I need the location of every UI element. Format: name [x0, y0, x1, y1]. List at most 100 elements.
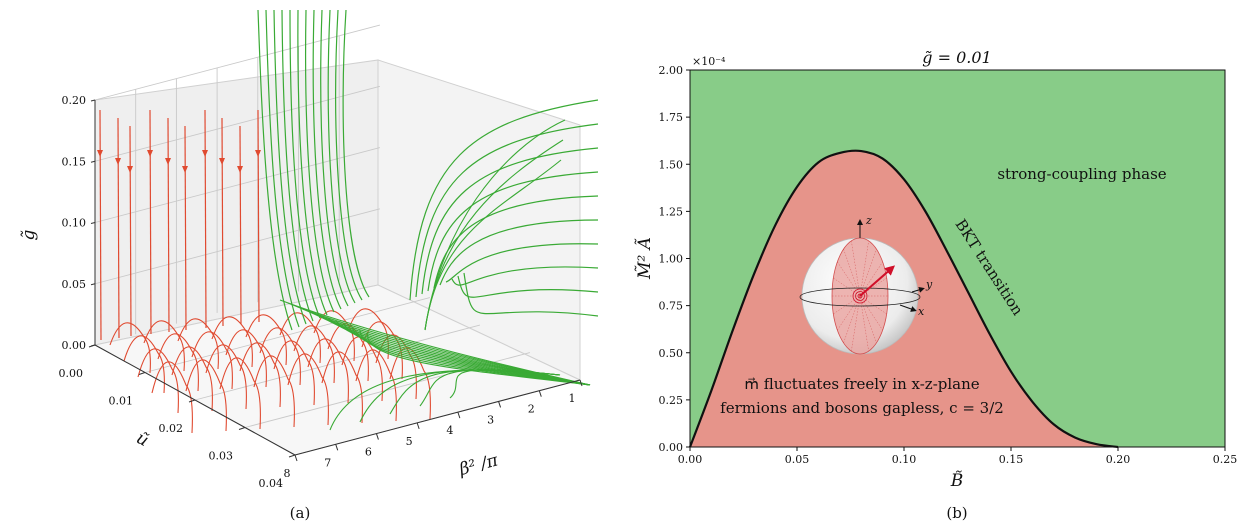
red-flow-arrow — [182, 166, 188, 173]
u-tick-mark — [88, 344, 96, 348]
y-tick-label: 0.75 — [659, 300, 684, 313]
g-tick-label: 0.00 — [62, 339, 87, 352]
x-axis-label-inset: x — [918, 305, 925, 318]
gapless-label-line2: fermions and bosons gapless, c = 3/2 — [720, 399, 1004, 417]
red-flow-arrow — [237, 166, 243, 173]
red-flow-line — [167, 117, 170, 333]
red-flow-line — [257, 109, 260, 323]
strong-coupling-label: strong-coupling phase — [997, 165, 1166, 183]
red-flow-arc — [185, 359, 227, 432]
red-flow-arrow — [147, 150, 153, 157]
red-flow-arrow — [165, 158, 171, 165]
u-tick-label: 0.02 — [159, 422, 184, 435]
red-flow-arc — [171, 346, 213, 412]
beta-tick-mark — [416, 422, 420, 430]
red-flow-arc — [239, 342, 281, 408]
green-flow-line — [409, 99, 599, 301]
beta-tick-mark — [457, 411, 461, 419]
beta-tick-label: 1 — [569, 392, 576, 405]
beta-tick-mark — [294, 454, 298, 462]
u-axis-ticks: 0.00 0.01 0.02 0.03 0.04 — [59, 344, 296, 490]
red-flow-arc — [321, 351, 363, 424]
x-tick-label: 0.05 — [785, 453, 810, 466]
red-flow-arc — [219, 357, 261, 430]
red-flow-line — [221, 117, 224, 327]
chart-title-b: g̃ = 0.01 — [922, 48, 991, 67]
x-axis-ticks: 0.00 0.05 0.10 0.15 0.20 0.25 — [678, 447, 1238, 466]
green-flow-line — [457, 275, 599, 298]
red-flow-arc — [355, 349, 397, 422]
panel-b-phase-diagram: 0.00 0.05 0.10 0.15 0.20 0.25 0.00 0.25 0.50 0.7… — [634, 48, 1237, 522]
x-tick-label: 0.00 — [678, 453, 703, 466]
u-tick-label: 0.01 — [109, 395, 134, 408]
beta-axis-label: β² /π — [456, 450, 501, 480]
red-flow-arc — [389, 347, 431, 420]
beta-tick-label: 8 — [284, 467, 291, 480]
red-flow-line — [99, 109, 102, 341]
red-flow-arc — [205, 344, 247, 410]
red-flow-arc — [191, 331, 233, 390]
red-flow-arc — [341, 336, 383, 402]
beta-tick-mark — [375, 433, 379, 440]
y-tick-label: 2.00 — [659, 64, 684, 77]
beta-tick-mark — [538, 390, 542, 397]
green-flow-line — [265, 9, 300, 328]
beta-tick-label: 2 — [528, 403, 535, 416]
green-flow-line — [424, 159, 562, 331]
u-tick-label: 0.04 — [259, 477, 284, 490]
green-flow-line — [415, 123, 599, 298]
u-tick-label: 0.03 — [209, 450, 234, 463]
red-flow-arc — [287, 353, 329, 426]
red-flow-arrow — [219, 158, 225, 165]
u-tick-mark — [288, 454, 296, 458]
red-flow-arrow — [127, 166, 133, 173]
y-tick-label: 1.75 — [659, 111, 684, 124]
beta-tick-label: 7 — [324, 456, 331, 469]
red-flow-arc — [137, 348, 179, 414]
red-flow-line — [117, 117, 120, 339]
red-flow-line — [204, 109, 207, 329]
green-flow-line — [433, 195, 599, 289]
g-tick-mark — [90, 160, 96, 163]
beta-tick-label: 4 — [446, 424, 453, 437]
x-axis-arrow — [899, 304, 917, 312]
green-flow-line — [445, 243, 599, 283]
x-tick-label: 0.15 — [999, 453, 1024, 466]
green-flow-line — [273, 9, 307, 325]
y-tick-label: 1.25 — [659, 205, 684, 218]
red-flow-arc — [273, 340, 315, 406]
x-axis-label-b: B̃ — [950, 471, 964, 491]
beta-tick-mark — [579, 379, 583, 387]
u-tick-mark — [188, 399, 196, 403]
green-flow-line — [449, 369, 561, 399]
red-flow-arrow — [255, 150, 261, 157]
red-flow-arc — [157, 333, 199, 392]
red-flow-arrow — [115, 158, 121, 165]
green-flow-line — [289, 9, 321, 319]
inset-sphere: z y x — [799, 214, 933, 355]
g-axis-label: g̃ — [19, 229, 39, 240]
x-tick-label: 0.25 — [1213, 453, 1238, 466]
moment-arrow — [859, 265, 896, 297]
g-tick-mark — [90, 99, 96, 102]
panel-a-3d-flow: 0.000.050.100.150.20 0.000.010.020.030.0… — [19, 9, 599, 522]
green-flow-line — [327, 9, 356, 304]
red-flow-arc — [259, 327, 301, 386]
red-flow-arc — [109, 322, 151, 374]
g-tick-mark — [90, 222, 96, 224]
u-axis-label: ũ — [133, 428, 152, 451]
green-flow-line — [281, 9, 314, 322]
bkt-boundary-curve — [688, 149, 1119, 449]
beta-tick-label: 5 — [406, 435, 413, 448]
gapless-label-line1: m⃗ fluctuates freely in x-z-plane — [744, 375, 979, 393]
red-flow-arrow — [202, 150, 208, 157]
green-flow-line — [439, 219, 599, 286]
u-tick-mark — [238, 427, 246, 430]
green-flow-line — [320, 9, 349, 307]
red-flow-line — [129, 125, 132, 337]
caption-a: (a) — [290, 504, 311, 522]
beta-tick-label: 3 — [487, 413, 494, 426]
y-tick-label: 0.00 — [659, 441, 684, 454]
red-flow-arc — [347, 308, 389, 360]
g-tick-label: 0.20 — [62, 94, 87, 107]
